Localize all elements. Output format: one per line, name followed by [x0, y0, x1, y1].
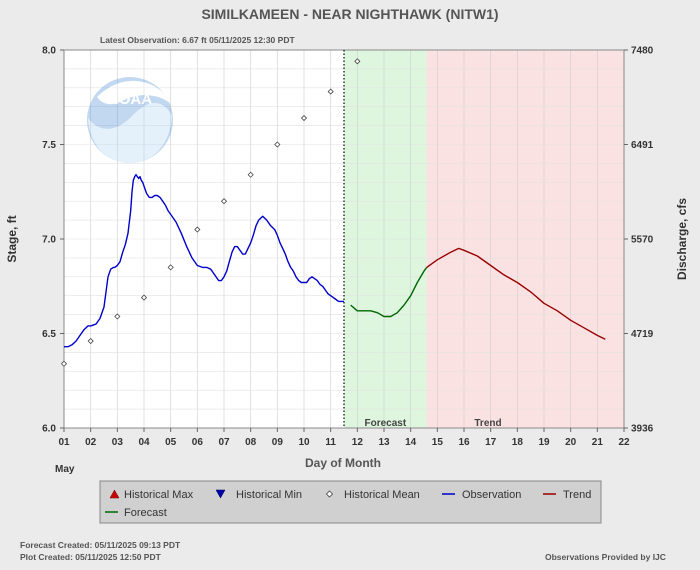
historical-mean-point: [60, 360, 68, 367]
hydrograph-chart: SIMILKAMEEN - NEAR NIGHTHAWK (NITW1) Lat…: [5, 6, 689, 524]
historical-mean-point: [167, 264, 174, 271]
x-tick-label: 01: [58, 437, 70, 448]
legend-historical-min: Historical Min: [236, 489, 302, 501]
x-tick-label: 11: [325, 437, 336, 448]
legend-trend: Trend: [563, 489, 591, 501]
chart-subtitle: Latest Observation: 6.67 ft 05/11/2025 1…: [100, 35, 295, 45]
x-tick-label: 10: [298, 437, 310, 448]
y-tick-label: 7.0: [42, 235, 56, 246]
x-axis-month-label: May: [55, 464, 75, 475]
x-tick-label: 18: [512, 437, 524, 448]
y2-tick-label: 3936: [631, 424, 654, 435]
x-tick-label: 09: [272, 437, 284, 448]
y2-tick-label: 7480: [631, 46, 654, 57]
y-tick-label: 7.5: [42, 140, 56, 151]
x-tick-label: 13: [378, 437, 390, 448]
x-tick-label: 22: [618, 437, 630, 448]
y2-tick-label: 6491: [631, 140, 654, 151]
trend-region-label: Trend: [474, 418, 501, 429]
x-tick-label: 12: [352, 437, 364, 448]
y-tick-label: 6.5: [42, 329, 56, 340]
chart-title: SIMILKAMEEN - NEAR NIGHTHAWK (NITW1): [201, 6, 498, 22]
y2-tick-label: 4719: [631, 329, 654, 340]
historical-mean-point: [327, 88, 334, 95]
historical-mean-point: [114, 313, 121, 320]
forecast-created-label: Forecast Created: 05/11/2025 09:13 PDT: [20, 540, 181, 550]
legend-historical-mean: Historical Mean: [344, 489, 420, 501]
legend-box: [99, 480, 602, 524]
legend: Historical Max Historical Min Historical…: [99, 480, 602, 524]
svg-text:NOAA: NOAA: [108, 91, 152, 108]
historical-mean-point: [247, 171, 254, 178]
trend-series-line: [426, 247, 606, 340]
historical-min-marker: [215, 489, 226, 499]
x-tick-label: 20: [565, 437, 577, 448]
x-tick-label: 15: [432, 437, 444, 448]
x-tick-label: 04: [138, 437, 150, 448]
historical-mean-point: [140, 294, 148, 301]
y2-axis-title: Discharge, cfs: [675, 198, 689, 280]
y-tick-label: 6.0: [42, 424, 56, 435]
x-tick-label: 05: [165, 437, 177, 448]
x-tick-label: 02: [85, 437, 97, 448]
y-tick-label: 8.0: [42, 46, 56, 57]
legend-forecast: Forecast: [124, 507, 167, 519]
x-tick-label: 03: [112, 437, 124, 448]
plot-created-label: Plot Created: 05/11/2025 12:50 PDT: [20, 552, 161, 562]
y2-tick-label: 5570: [631, 235, 654, 246]
grid-lines: [64, 50, 624, 428]
x-axis-title: Day of Month: [305, 456, 381, 470]
x-tick-label: 21: [592, 437, 604, 448]
legend-observation: Observation: [462, 489, 521, 501]
historical-mean-point: [220, 198, 228, 205]
x-tick-label: 07: [218, 437, 230, 448]
historical-max-marker: [109, 489, 120, 499]
forecast-region-label: Forecast: [364, 418, 406, 429]
x-tick-label: 06: [192, 437, 204, 448]
x-tick-label: 19: [538, 437, 550, 448]
x-tick-label: 14: [405, 437, 417, 448]
data-provider-label: Observations Provided by IJC: [545, 552, 666, 562]
historical-mean-point: [194, 226, 201, 233]
x-tick-label: 16: [458, 437, 470, 448]
observation-series-line: [64, 173, 344, 348]
legend-historical-max: Historical Max: [124, 489, 194, 501]
y-axis-title: Stage, ft: [5, 215, 19, 262]
forecast-series-line: [350, 266, 428, 318]
historical-mean-point: [274, 141, 281, 148]
historical-mean-point: [300, 114, 308, 122]
historical-mean-marker: [325, 490, 334, 498]
historical-mean-point: [354, 58, 361, 65]
x-tick-label: 17: [485, 437, 497, 448]
x-tick-label: 08: [245, 437, 257, 448]
historical-mean-point: [87, 337, 94, 345]
noaa-logo: NOAA: [87, 77, 173, 163]
